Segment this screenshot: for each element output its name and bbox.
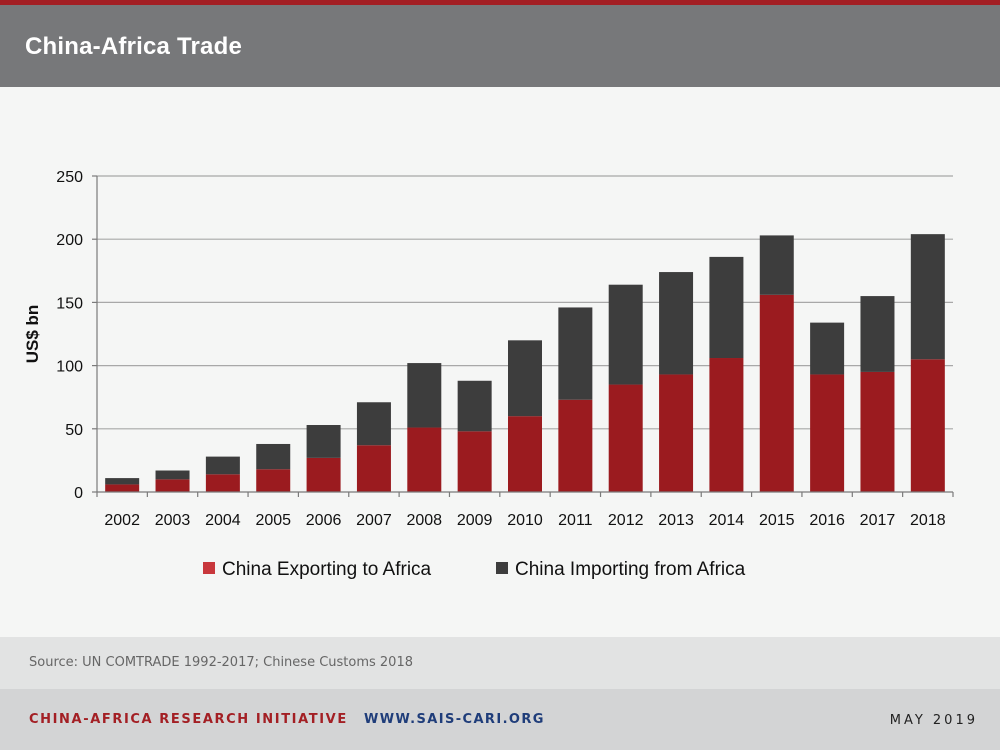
bar-imports-2006 [306,425,341,458]
x-tick-label: 2005 [255,512,291,529]
x-tick-label: 2013 [658,512,694,529]
bar-exports-2002 [105,484,140,492]
legend-label-exports: China Exporting to Africa [222,559,432,580]
stacked-bar-chart: 0 50 100 150 200 250 2002 2003 2004 2005 2006 2007 2… [23,169,954,580]
bar-imports-2016 [810,322,845,375]
bar-imports-2014 [709,256,744,359]
x-tick-label: 2008 [406,512,442,529]
x-tick-label: 2007 [356,512,392,529]
x-tick-label: 2009 [457,512,493,529]
bar-exports-2018 [910,359,945,492]
org-name: CHINA-AFRICA RESEARCH INITIATIVE [29,712,348,727]
axes: 0 50 100 150 200 250 2002 2003 2004 2005 2006 2007 2… [56,169,954,529]
bar-imports-2007 [356,402,391,446]
bar-exports-2011 [558,399,593,492]
bar-imports-2011 [558,307,593,400]
bar-exports-2012 [608,384,643,492]
x-tick-label: 2016 [809,512,845,529]
bar-imports-2004 [205,456,240,475]
bar-imports-2005 [256,443,291,470]
x-tick-label: 2011 [558,512,593,529]
y-tick-label: 150 [56,295,83,312]
y-axis-title: US$ bn [23,305,42,364]
bar-exports-2014 [709,358,744,492]
bar-imports-2002 [105,478,140,485]
x-tick-label: 2018 [910,512,946,529]
bar-imports-2013 [659,272,694,375]
bar-exports-2009 [457,431,492,492]
x-tick-label: 2012 [608,512,644,529]
x-tick-label: 2010 [507,512,543,529]
bar-imports-2015 [759,235,794,295]
y-tick-label: 0 [74,485,83,502]
bar-exports-2004 [205,474,240,492]
bar-exports-2017 [860,371,895,492]
x-tick-label: 2014 [709,512,745,529]
bar-exports-2013 [659,374,694,492]
bar-imports-2010 [508,340,542,417]
bar-imports-2012 [608,284,643,385]
source-note: Source: UN COMTRADE 1992-2017; Chinese C… [29,655,413,670]
x-tick-label: 2002 [104,512,140,529]
bar-exports-2016 [810,374,845,492]
legend-swatch-imports [496,562,508,574]
bar-imports-2008 [407,363,442,428]
bar-exports-2010 [508,416,542,492]
y-tick-label: 50 [65,422,83,439]
legend-swatch-exports [203,562,215,574]
legend: China Exporting to Africa China Importing… [203,559,746,580]
bar-imports-2018 [910,234,945,360]
bar-exports-2008 [407,427,442,492]
bar-exports-2003 [155,479,190,492]
x-tick-label: 2004 [205,512,241,529]
source-band: Source: UN COMTRADE 1992-2017; Chinese C… [0,637,1000,689]
x-tick-label: 2003 [155,512,191,529]
x-tick-label: 2015 [759,512,795,529]
x-tick-label: 2017 [860,512,896,529]
top-accent-bar [0,0,1000,5]
title-header: China-Africa Trade [0,5,1000,87]
bar-exports-2007 [356,445,391,492]
bar-imports-2017 [860,296,895,372]
website-link[interactable]: WWW.SAIS-CARI.ORG [364,712,545,727]
chart-area: 0 50 100 150 200 250 2002 2003 2004 2005 2006 2007 2… [0,87,1000,637]
bar-exports-2015 [759,294,794,492]
legend-label-imports: China Importing from Africa [515,559,746,580]
bar-imports-2003 [155,470,190,480]
y-tick-label: 200 [56,232,83,249]
bar-exports-2006 [306,457,341,492]
bars [105,234,945,492]
bar-imports-2009 [457,380,492,432]
y-tick-label: 100 [56,359,83,376]
page-title: China-Africa Trade [25,33,242,60]
bar-exports-2005 [256,469,291,492]
publication-date: MAY 2019 [889,713,978,728]
footer: CHINA-AFRICA RESEARCH INITIATIVE WWW.SAI… [0,689,1000,750]
y-tick-label: 250 [56,169,83,186]
x-tick-label: 2006 [306,512,342,529]
